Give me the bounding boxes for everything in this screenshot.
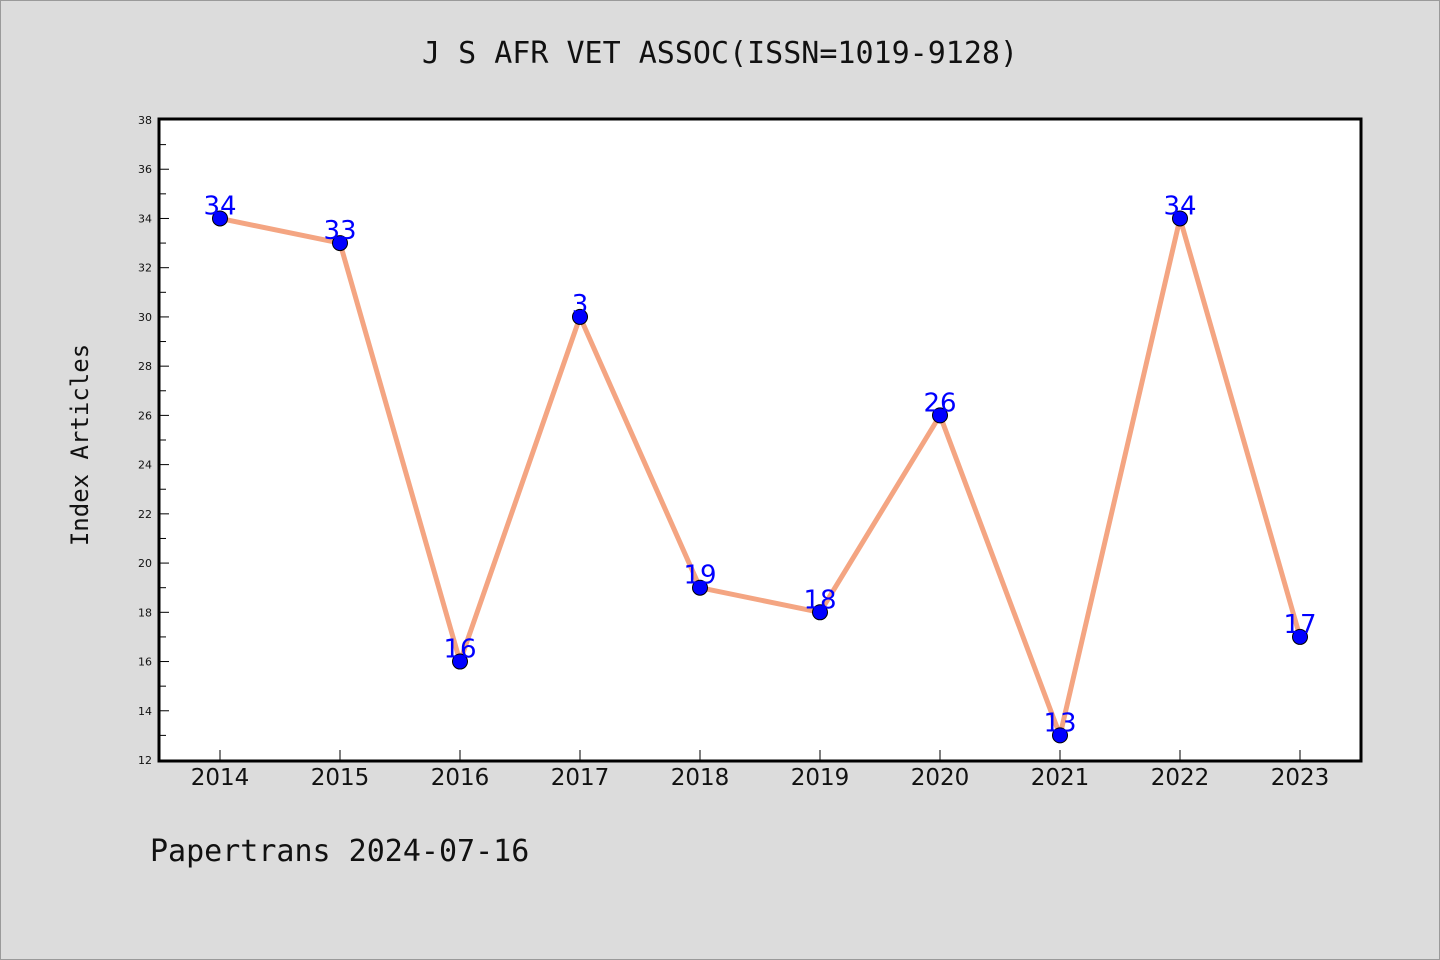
data-label: 16 xyxy=(443,635,476,665)
y-tick-label: 12 xyxy=(138,754,152,767)
data-point xyxy=(1172,210,1188,227)
footer-note: Papertrans 2024-07-16 xyxy=(150,834,530,869)
series-group xyxy=(212,210,1308,744)
y-tick-label: 18 xyxy=(138,606,152,619)
x-axis: 2014 2015 2016 2017 2018 2019 2020 2021 2022 2023 xyxy=(191,750,1330,791)
plot-border xyxy=(157,117,1363,763)
x-tick-label: 2014 xyxy=(191,765,250,791)
data-label: 13 xyxy=(1043,708,1076,738)
plot-area xyxy=(159,119,1361,761)
y-tick-label: 32 xyxy=(138,262,152,275)
x-tick-label: 2021 xyxy=(1031,765,1090,791)
x-tick-label: 2015 xyxy=(311,765,370,791)
y-tick-label: 38 xyxy=(138,114,152,127)
x-tick-label: 2023 xyxy=(1271,765,1330,791)
data-label: 17 xyxy=(1283,610,1316,640)
x-tick-label: 2016 xyxy=(431,765,490,791)
data-point xyxy=(692,579,708,596)
data-label: 34 xyxy=(203,191,236,221)
data-point xyxy=(212,210,228,227)
series-line xyxy=(217,215,1303,738)
data-label: 34 xyxy=(1163,191,1196,221)
chart-title: J S AFR VET ASSOC(ISSN=1019-9128) xyxy=(421,36,1019,71)
y-axis: 12 14 16 18 20 22 24 26 28 30 32 34 36 38 xyxy=(138,114,169,767)
data-label: 33 xyxy=(323,216,356,246)
x-tick-label: 2022 xyxy=(1151,765,1210,791)
data-label: 26 xyxy=(923,388,956,418)
data-labels: 34 33 16 3 19 18 26 13 34 17 xyxy=(203,191,1316,738)
y-tick-label: 36 xyxy=(138,163,152,176)
data-point xyxy=(572,308,588,325)
data-label: 19 xyxy=(683,561,716,591)
y-tick-label: 20 xyxy=(138,557,152,570)
x-tick-label: 2017 xyxy=(551,765,610,791)
data-label: 18 xyxy=(803,585,836,615)
x-tick-label: 2019 xyxy=(791,765,850,791)
data-point xyxy=(1052,727,1068,744)
y-tick-label: 16 xyxy=(138,656,152,669)
data-point xyxy=(452,653,468,670)
y-tick-label: 30 xyxy=(138,311,152,324)
data-label: 3 xyxy=(572,290,589,320)
data-point xyxy=(332,235,348,252)
data-point xyxy=(1292,628,1308,645)
y-tick-label: 28 xyxy=(138,360,152,373)
y-tick-label: 24 xyxy=(138,459,152,472)
x-tick-label: 2018 xyxy=(671,765,730,791)
y-tick-label: 34 xyxy=(138,212,152,225)
y-tick-label: 26 xyxy=(138,409,152,422)
data-point xyxy=(812,604,828,621)
data-point xyxy=(932,407,948,424)
y-tick-label: 22 xyxy=(138,508,152,521)
y-tick-label: 14 xyxy=(138,705,152,718)
x-tick-label: 2020 xyxy=(911,765,970,791)
